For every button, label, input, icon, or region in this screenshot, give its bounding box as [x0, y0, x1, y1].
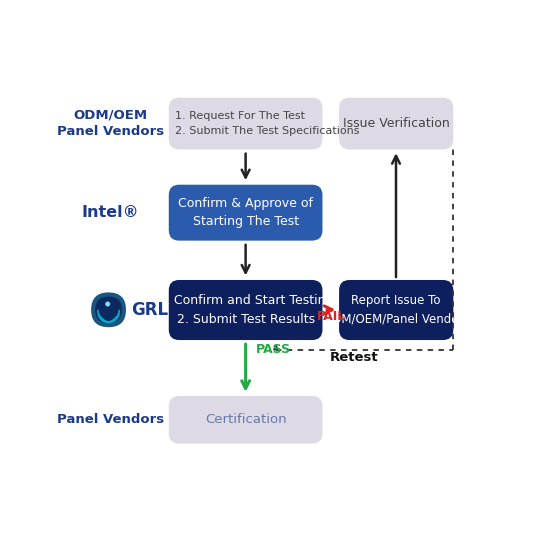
FancyBboxPatch shape	[95, 296, 122, 323]
FancyBboxPatch shape	[105, 301, 110, 307]
Text: Issue Verification: Issue Verification	[343, 117, 450, 130]
Text: Retest: Retest	[329, 351, 378, 364]
Text: Intel®: Intel®	[82, 205, 139, 220]
FancyBboxPatch shape	[169, 98, 323, 150]
Text: Panel Vendors: Panel Vendors	[57, 413, 164, 426]
FancyBboxPatch shape	[91, 293, 126, 327]
FancyBboxPatch shape	[339, 98, 453, 150]
FancyBboxPatch shape	[169, 185, 323, 240]
Text: 1. Request For The Test
2. Submit The Test Specifications: 1. Request For The Test 2. Submit The Te…	[175, 111, 360, 136]
Text: Confirm & Approve of
Starting The Test: Confirm & Approve of Starting The Test	[178, 197, 313, 229]
Text: Report Issue To
ODM/OEM/Panel Vendors: Report Issue To ODM/OEM/Panel Vendors	[323, 294, 470, 326]
FancyBboxPatch shape	[169, 396, 323, 444]
FancyBboxPatch shape	[169, 280, 323, 340]
Text: Certification: Certification	[205, 413, 286, 426]
Text: PASS: PASS	[256, 343, 291, 356]
Text: ODM/OEM
Panel Vendors: ODM/OEM Panel Vendors	[57, 108, 164, 138]
Text: 1. Confirm and Start Testing
2. Submit Test Results: 1. Confirm and Start Testing 2. Submit T…	[158, 294, 333, 326]
Text: FAIL: FAIL	[317, 310, 346, 323]
FancyBboxPatch shape	[339, 280, 453, 340]
Text: GRL: GRL	[131, 301, 168, 319]
